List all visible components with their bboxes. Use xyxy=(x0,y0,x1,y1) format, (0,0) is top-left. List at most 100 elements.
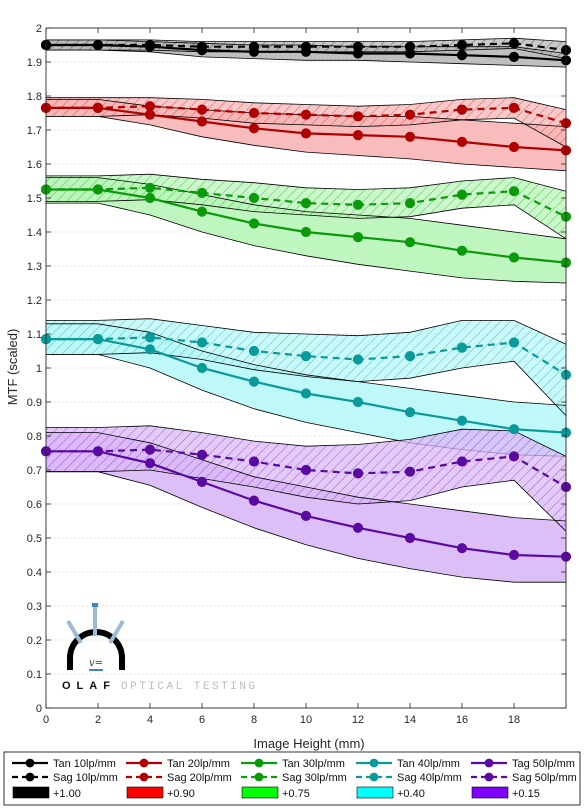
logo-probe-left xyxy=(66,619,83,645)
point-s8-4 xyxy=(248,345,260,357)
legend-band-swatch-1 xyxy=(126,786,164,799)
point-s8-2 xyxy=(144,332,156,343)
ytick-label-5: 0.5 xyxy=(27,533,42,545)
legend-band-swatch-0 xyxy=(12,786,50,799)
ytick-label-13: 1.3 xyxy=(27,261,42,273)
ytick-label-12: 1.2 xyxy=(27,295,42,307)
band-edge-tan-upper-3 xyxy=(46,323,567,406)
legend-marker-6 xyxy=(139,772,149,782)
logo-probe-right xyxy=(108,619,125,645)
point-s8-5 xyxy=(300,351,312,362)
ytick-label-7: 0.7 xyxy=(27,465,42,477)
point-s2-2 xyxy=(144,192,156,204)
point-s7-8 xyxy=(456,189,468,200)
legend-label-8: Sag 40lp/mm xyxy=(397,772,462,784)
ytick-label-8: 0.8 xyxy=(27,431,42,443)
point-s7-6 xyxy=(352,199,364,210)
point-s2-4 xyxy=(248,218,260,229)
legend-label-4: Tag 50lp/mm xyxy=(512,758,575,770)
ytick-label-2: 0.2 xyxy=(27,635,42,647)
point-s9-3 xyxy=(196,449,208,460)
x-axis-label: Image Height (mm) xyxy=(253,736,364,751)
point-s3-9 xyxy=(508,424,520,435)
xtick-label-7: 14 xyxy=(404,714,416,726)
legend-label-5: Sag 10lp/mm xyxy=(53,772,118,784)
legend-label-9: Sag 50lp/mm xyxy=(512,772,577,784)
point-s9-1 xyxy=(92,446,104,457)
point-s9-9 xyxy=(508,451,520,462)
point-s6-2 xyxy=(144,101,156,112)
logo-subtitle: OPTICAL TESTING xyxy=(121,681,258,693)
point-s3-7 xyxy=(404,407,416,418)
point-s1-6 xyxy=(352,130,364,141)
legend-band-swatch-3 xyxy=(356,786,394,799)
point-s5-9 xyxy=(508,38,520,49)
legend-band-label-0: +1.00 xyxy=(53,788,81,800)
logo-badge: v= xyxy=(89,658,103,669)
band-edge-sag-upper-4 xyxy=(46,425,567,457)
ytick-label-0: 0 xyxy=(36,703,42,715)
legend-label-3: Tan 40lp/mm xyxy=(397,758,460,770)
band-edge-sag-upper-3 xyxy=(46,318,567,345)
point-s2-3 xyxy=(196,206,208,217)
point-s0-9 xyxy=(508,51,520,63)
point-s4-7 xyxy=(404,532,416,544)
ytick-label-16: 1.6 xyxy=(27,159,42,171)
xtick-label-9: 18 xyxy=(508,714,520,726)
ytick-label-19: 1.9 xyxy=(27,57,42,69)
series-line-9 xyxy=(46,448,567,488)
xtick-label-4: 8 xyxy=(251,714,257,726)
point-s2-8 xyxy=(456,245,468,256)
point-s7-4 xyxy=(248,192,260,204)
point-s3-8 xyxy=(456,415,468,426)
point-s1-5 xyxy=(300,128,312,139)
band-edge-sag-upper-2 xyxy=(46,173,567,192)
point-s4-3 xyxy=(196,476,208,487)
point-s5-8 xyxy=(456,39,468,51)
series-line-8 xyxy=(46,336,567,376)
ytick-label-4: 0.4 xyxy=(27,567,42,579)
ytick-label-9: 0.9 xyxy=(27,397,42,409)
point-s2-9 xyxy=(508,252,520,263)
point-s8-6 xyxy=(352,354,364,365)
xtick-label-1: 2 xyxy=(95,714,101,726)
point-s1-3 xyxy=(196,116,208,127)
point-s8-1 xyxy=(92,334,104,345)
band-sag-hatch-4 xyxy=(46,425,566,532)
point-s6-8 xyxy=(456,104,468,115)
point-s9-6 xyxy=(352,468,364,479)
legend-band-swatch-2 xyxy=(241,786,279,799)
xtick-label-8: 16 xyxy=(456,714,468,726)
tick-labels: 0 0.1 0.2 0.3 0.4 0.5 0.6 0.7 0.8 0.9 1 1.1 1.2 1.3 1.… xyxy=(27,23,566,726)
ytick-label-18: 1.8 xyxy=(27,91,42,103)
point-s6-1 xyxy=(92,102,104,114)
logo-brand: OLAF xyxy=(62,680,116,692)
ytick-label-20: 2 xyxy=(36,23,42,35)
point-s7-2 xyxy=(144,182,156,193)
ytick-label-17: 1.7 xyxy=(27,125,42,137)
xtick-label-5: 10 xyxy=(300,714,312,726)
point-s6-9 xyxy=(508,102,520,114)
band-edge-tan-lower-1 xyxy=(46,116,567,172)
point-s4-6 xyxy=(352,522,364,533)
point-s7-1 xyxy=(92,184,104,195)
legend-marker-2 xyxy=(254,758,264,768)
point-s7-7 xyxy=(404,198,416,209)
band-edge-tan-upper-2 xyxy=(46,177,567,240)
point-s5-4 xyxy=(248,41,260,52)
ytick-label-6: 0.6 xyxy=(27,499,42,511)
point-s3-2 xyxy=(144,344,156,355)
point-s7-5 xyxy=(300,198,312,209)
ytick-label-11: 1.1 xyxy=(27,329,42,341)
point-s2-5 xyxy=(300,226,312,238)
series-line-7 xyxy=(46,186,567,218)
legend-label-2: Tan 30lp/mm xyxy=(282,758,345,770)
legend-band-label-2: +0.75 xyxy=(282,788,310,800)
xtick-label-2: 4 xyxy=(147,714,153,726)
ytick-label-14: 1.4 xyxy=(27,227,42,239)
legend-marker-3 xyxy=(369,758,379,768)
legend-marker-1 xyxy=(139,758,149,768)
xtick-label-0: 0 xyxy=(43,714,49,726)
point-s6-3 xyxy=(196,104,208,115)
band-sag-hatch-3 xyxy=(46,318,566,416)
